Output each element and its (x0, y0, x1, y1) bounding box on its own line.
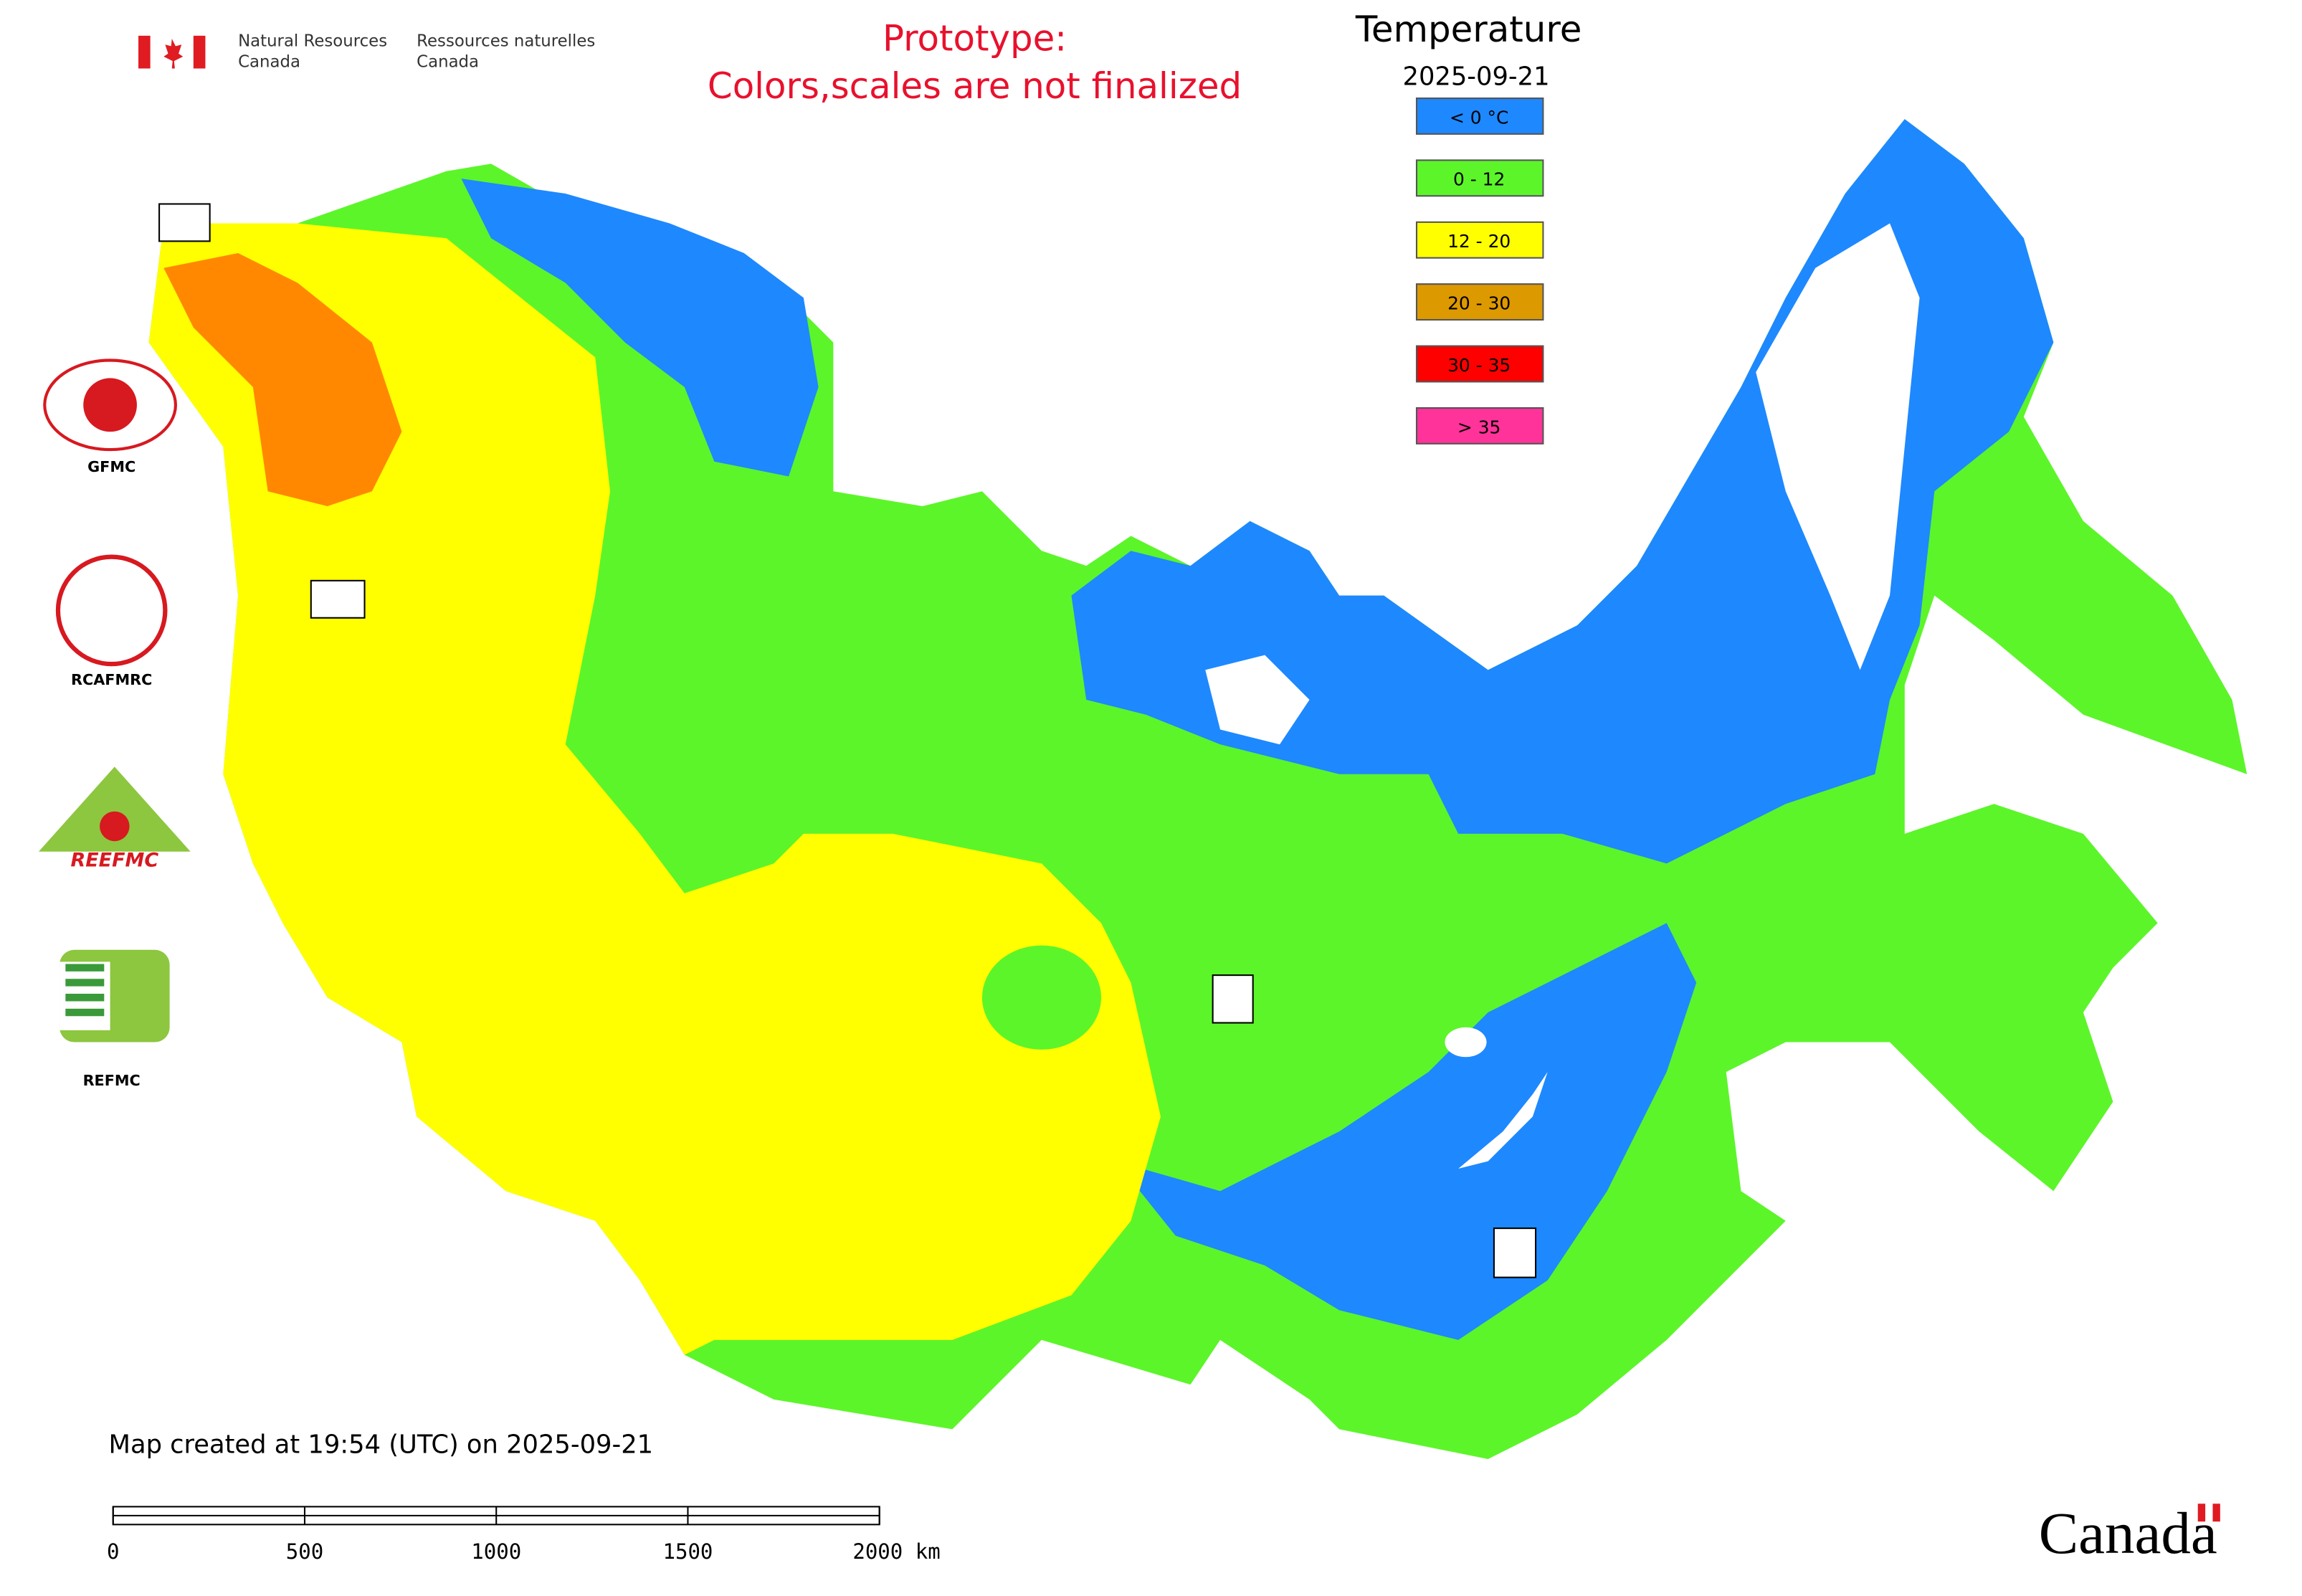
legend-swatch (1415, 221, 1544, 259)
legend-date: 2025-09-21 (1403, 62, 1550, 91)
logo-label: REEFMC (71, 850, 159, 872)
legend-swatch (1415, 283, 1544, 321)
notice: Prototype: (883, 18, 1067, 60)
scale-label: 1000 (471, 1539, 521, 1564)
region (1116, 923, 1697, 1340)
agency-fr: Canada (417, 52, 479, 71)
region (461, 179, 819, 477)
logo-label: RCAFMRC (71, 671, 152, 688)
scale-label: 1500 (662, 1539, 713, 1564)
scale-label: 2000 km (852, 1539, 940, 1564)
legend-swatch (1415, 345, 1544, 383)
region (163, 253, 402, 507)
legend-label: 0 - 12 (1453, 169, 1505, 190)
legend-swatch (1415, 159, 1544, 197)
agency-fr: Ressources naturelles (417, 32, 595, 50)
notice: Colors,scales are not finalized (708, 65, 1242, 107)
legend-swatch (1415, 98, 1544, 135)
map-created: Map created at 19:54 (UTC) on 2025-09-21 (109, 1430, 654, 1460)
agency-en: Canada (238, 52, 300, 71)
legend-label: 12 - 20 (1447, 231, 1511, 252)
partner-logos: GFMC RCAFMRC REEFMC REFMC (38, 203, 1537, 1278)
legend-title: Temperature (1355, 9, 1582, 50)
legend-label: < 0 °C (1450, 107, 1508, 128)
legend-swatch (1415, 407, 1544, 445)
legend-label: 30 - 35 (1447, 355, 1511, 376)
agency-en: Natural Resources (238, 32, 387, 50)
logo-label: GFMC (87, 458, 135, 475)
logo-label: REFMC (83, 1072, 141, 1089)
lake (1445, 1027, 1487, 1058)
scale-label: 500 (286, 1539, 323, 1564)
legend-label: > 35 (1457, 417, 1500, 437)
region (981, 945, 1101, 1050)
region (1205, 655, 1310, 745)
scale-bar: 0 500 1000 1500 2000 km (107, 1506, 941, 1564)
region (148, 223, 1161, 1355)
agency-signature: Natural Resources Canada Ressources natu… (138, 32, 595, 71)
legend-label: 20 - 30 (1447, 293, 1511, 313)
map-regions (148, 119, 2248, 1459)
canada-wordmark: Canada (2039, 1500, 2220, 1566)
wordmark: Canada (2039, 1500, 2217, 1566)
legend: < 0 °C 0 - 12 12 - 20 20 - 30 30 - 35 > 35 (1415, 98, 1544, 445)
region (1756, 223, 1920, 670)
scale-label: 0 (107, 1539, 119, 1564)
